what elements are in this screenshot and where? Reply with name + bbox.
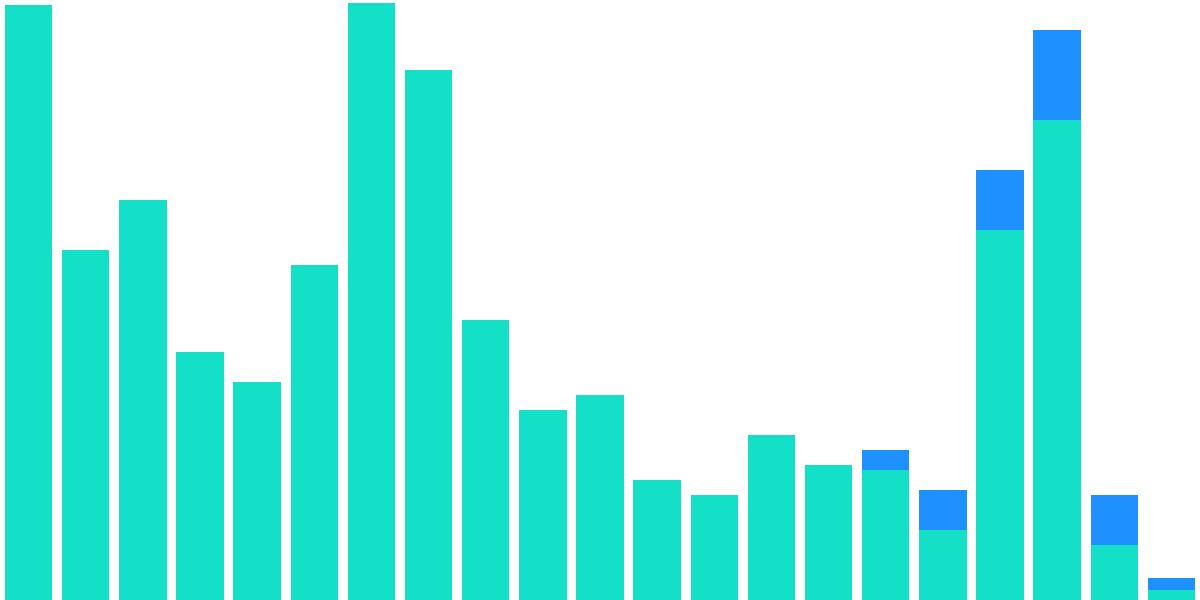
- bar-13: [748, 0, 795, 600]
- bar-3: [176, 0, 223, 600]
- bar-7-primary-segment: [405, 70, 452, 600]
- bar-19: [1091, 0, 1138, 600]
- bar-14-primary-segment: [805, 465, 852, 600]
- bar-13-primary-segment: [748, 435, 795, 600]
- bar-9-primary-segment: [519, 410, 566, 600]
- bar-8: [462, 0, 509, 600]
- bar-19-primary-segment: [1091, 545, 1138, 600]
- bar-4: [233, 0, 280, 600]
- bar-17-primary-segment: [976, 230, 1023, 600]
- bar-20: [1148, 0, 1195, 600]
- bar-18-primary-segment: [1033, 120, 1080, 600]
- bar-3-primary-segment: [176, 352, 223, 600]
- bar-18: [1033, 0, 1080, 600]
- bar-18-secondary-segment: [1033, 30, 1080, 120]
- bar-10-primary-segment: [576, 395, 623, 600]
- bar-16-secondary-segment: [919, 490, 966, 530]
- bar-4-primary-segment: [233, 382, 280, 600]
- bar-0: [5, 0, 52, 600]
- bar-17-secondary-segment: [976, 170, 1023, 230]
- bar-11-primary-segment: [633, 480, 680, 600]
- bar-11: [633, 0, 680, 600]
- bar-2-primary-segment: [119, 200, 166, 600]
- bar-2: [119, 0, 166, 600]
- bar-6: [348, 0, 395, 600]
- bar-8-primary-segment: [462, 320, 509, 600]
- bar-10: [576, 0, 623, 600]
- bar-16: [919, 0, 966, 600]
- bar-14: [805, 0, 852, 600]
- bar-7: [405, 0, 452, 600]
- bar-0-primary-segment: [5, 5, 52, 600]
- bar-5: [291, 0, 338, 600]
- bar-9: [519, 0, 566, 600]
- bar-20-secondary-segment: [1148, 578, 1195, 590]
- bar-17: [976, 0, 1023, 600]
- bar-19-secondary-segment: [1091, 495, 1138, 545]
- bar-5-primary-segment: [291, 265, 338, 600]
- bar-12-primary-segment: [691, 495, 738, 600]
- bar-6-primary-segment: [348, 3, 395, 600]
- stacked-bar-chart: [0, 0, 1200, 600]
- bar-15-primary-segment: [862, 470, 909, 600]
- bar-15-secondary-segment: [862, 450, 909, 470]
- bar-15: [862, 0, 909, 600]
- bar-1: [62, 0, 109, 600]
- bar-12: [691, 0, 738, 600]
- bar-1-primary-segment: [62, 250, 109, 600]
- bar-20-primary-segment: [1148, 590, 1195, 600]
- bar-16-primary-segment: [919, 530, 966, 600]
